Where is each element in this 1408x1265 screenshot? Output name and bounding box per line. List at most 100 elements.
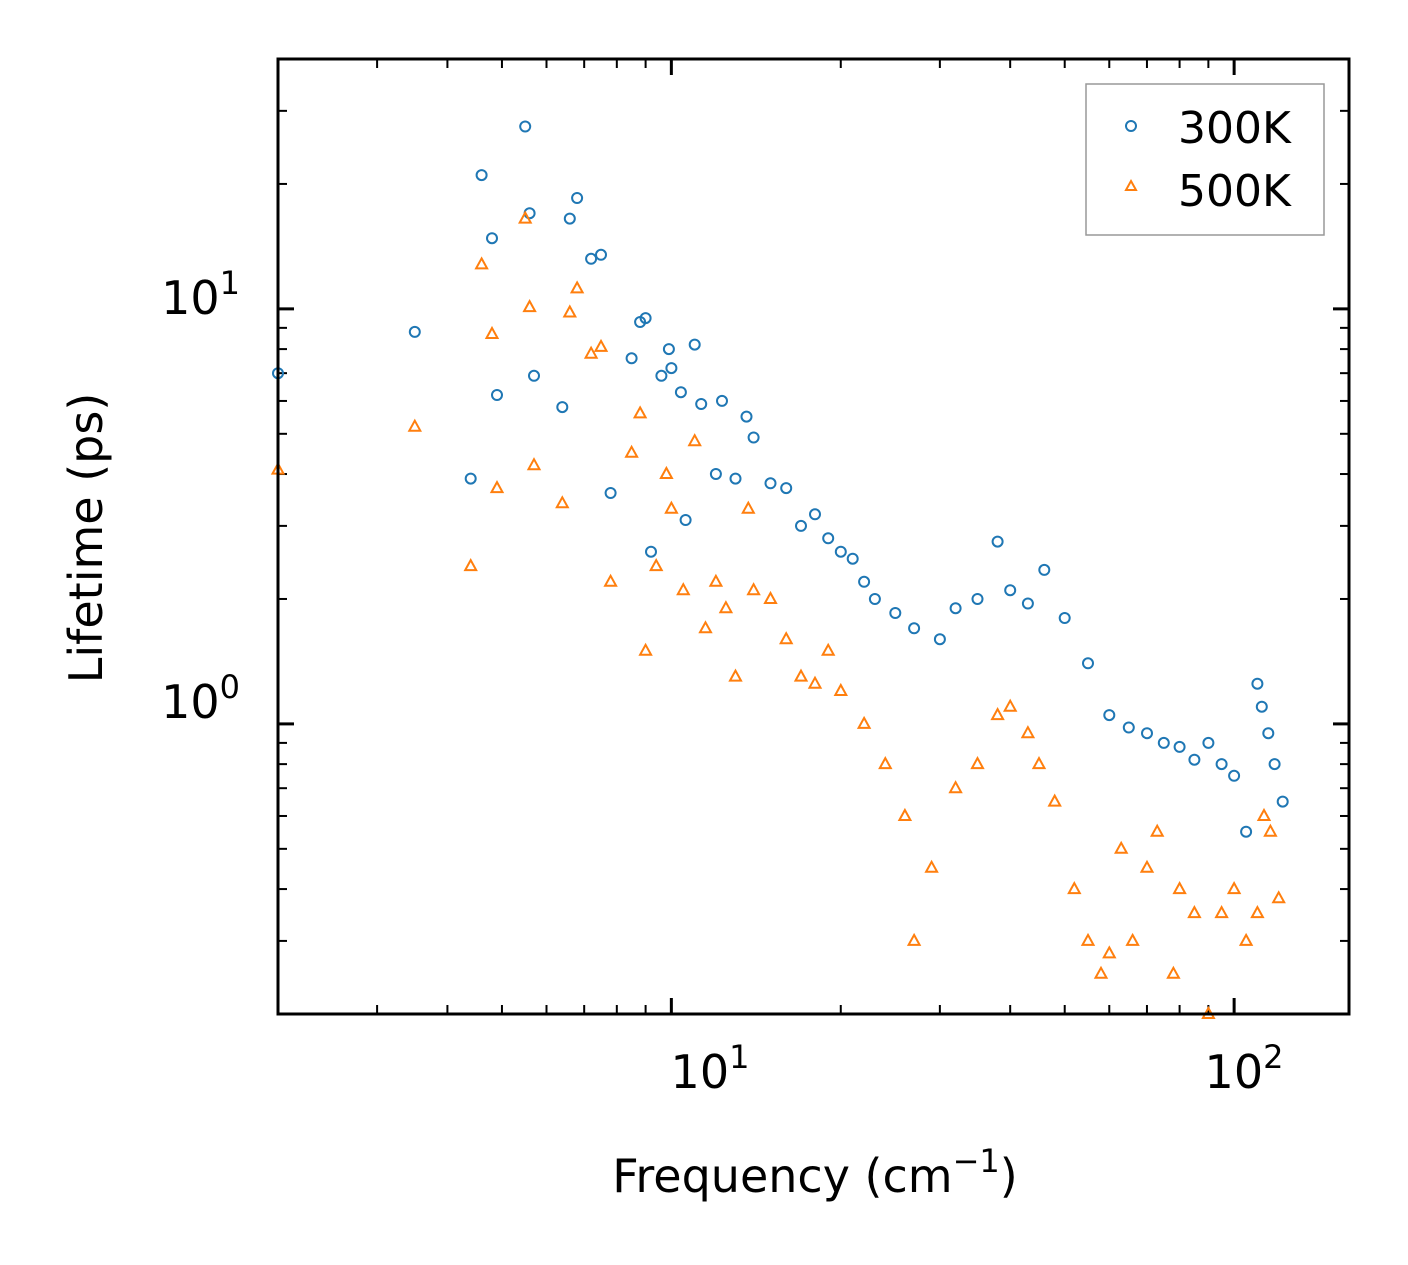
data-point-300k (822, 532, 835, 545)
data-point-300k (795, 519, 807, 532)
data-point-500k (718, 600, 734, 614)
data-point-300k (858, 575, 871, 588)
data-point-300k (846, 552, 859, 565)
data-point-300k (747, 431, 760, 444)
data-point-300k (1082, 657, 1094, 670)
data-point-500k (489, 480, 505, 494)
data-point-300k (834, 545, 847, 558)
data-point-300k (571, 192, 584, 204)
data-point-500k (728, 668, 743, 682)
data-point-500k (924, 859, 939, 873)
data-point-500k (833, 682, 848, 696)
data-point-300k (585, 252, 598, 265)
data-point-300k (1251, 677, 1264, 690)
data-point-500k (878, 756, 893, 770)
data-point-300k (1141, 727, 1153, 740)
data-point-500k (603, 573, 618, 587)
data-point-300k (1004, 584, 1017, 597)
data-point-500k (474, 256, 489, 270)
data-point-500k (632, 405, 648, 419)
data-point-300k (1122, 721, 1135, 734)
data-point-500k (526, 457, 542, 471)
data-point-300k (740, 410, 753, 423)
data-point-300k (1255, 700, 1268, 713)
data-point-500k (821, 642, 836, 656)
data-point-500k (593, 338, 609, 352)
data-point-300k (716, 394, 728, 407)
data-point-300k (528, 369, 540, 382)
data-point-300k (639, 312, 652, 325)
data-point-300k (604, 487, 617, 499)
data-point-500k (1093, 965, 1109, 979)
data-point-300k (645, 545, 657, 558)
series-300k-points (272, 120, 1289, 838)
data-point-300k (729, 472, 742, 485)
data-point-300k (1021, 597, 1034, 610)
data-point-500k (779, 631, 794, 645)
data-point-300k (665, 362, 678, 375)
data-point-500k (522, 299, 537, 313)
data-point-500k (1047, 793, 1062, 807)
data-point-300k (1228, 769, 1241, 782)
data-point-300k (868, 593, 881, 605)
data-point-300k (1103, 709, 1116, 722)
data-point-500k (676, 582, 691, 596)
data-point-500k (1271, 890, 1286, 904)
data-point-300k (1038, 563, 1051, 576)
data-point-500k (741, 500, 756, 514)
data-point-300k (674, 386, 687, 399)
data-point-500k (1003, 698, 1018, 712)
data-point-300k (809, 508, 821, 521)
data-point-300k (475, 169, 488, 182)
data-point-300k (408, 325, 421, 338)
data-point-300k (695, 398, 708, 410)
data-point-500k (1214, 905, 1229, 919)
data-point-500k (649, 558, 664, 572)
data-point-500k (1125, 932, 1140, 946)
data-point-300k (486, 232, 498, 245)
major-ticks (278, 59, 1349, 1014)
data-point-500k (1020, 725, 1036, 739)
data-point-300k (991, 535, 1004, 548)
data-point-300k (1268, 758, 1281, 771)
data-point-300k (563, 212, 576, 225)
data-point-300k (519, 120, 532, 133)
data-point-500k (906, 932, 922, 946)
x-tick-label-100: 102 (1205, 1038, 1284, 1099)
data-point-300k (556, 401, 569, 414)
data-point-300k (1240, 825, 1253, 838)
legend-label-300k: 300K (1178, 103, 1292, 154)
data-point-500k (1256, 807, 1272, 821)
data-point-300k (889, 607, 902, 619)
data-point-500k (990, 707, 1005, 721)
data-point-500k (1166, 965, 1181, 979)
data-point-300k (595, 248, 607, 261)
data-point-500k (1172, 881, 1187, 895)
data-point-300k (1188, 753, 1201, 766)
data-point-500k (555, 495, 570, 509)
data-point-500k (687, 433, 702, 447)
data-point-500k (638, 642, 653, 656)
data-point-300k (764, 477, 777, 490)
y-axis-label: Lifetime (ps) (59, 393, 113, 684)
data-point-300k (679, 514, 692, 526)
plot-frame (276, 57, 1351, 1016)
data-point-500k (1031, 756, 1047, 770)
x-tick-label-10: 101 (671, 1038, 750, 1099)
data-point-300k (971, 593, 984, 605)
data-point-500k (583, 345, 599, 359)
legend-label-500k: 500K (1178, 166, 1292, 217)
data-point-300k (625, 352, 638, 365)
data-point-300k (1173, 740, 1186, 753)
data-point-500k (1139, 859, 1155, 873)
legend-box (1085, 83, 1325, 236)
data-point-500k (763, 590, 778, 604)
data-point-500k (1238, 932, 1254, 946)
data-point-500k (1250, 905, 1265, 919)
legend: 300K 500K (1085, 83, 1325, 236)
data-point-500k (746, 582, 761, 596)
data-point-500k (569, 280, 585, 294)
x-axis-label: Frequency (cm−1) (612, 1142, 1017, 1203)
data-point-300k (1202, 736, 1215, 749)
